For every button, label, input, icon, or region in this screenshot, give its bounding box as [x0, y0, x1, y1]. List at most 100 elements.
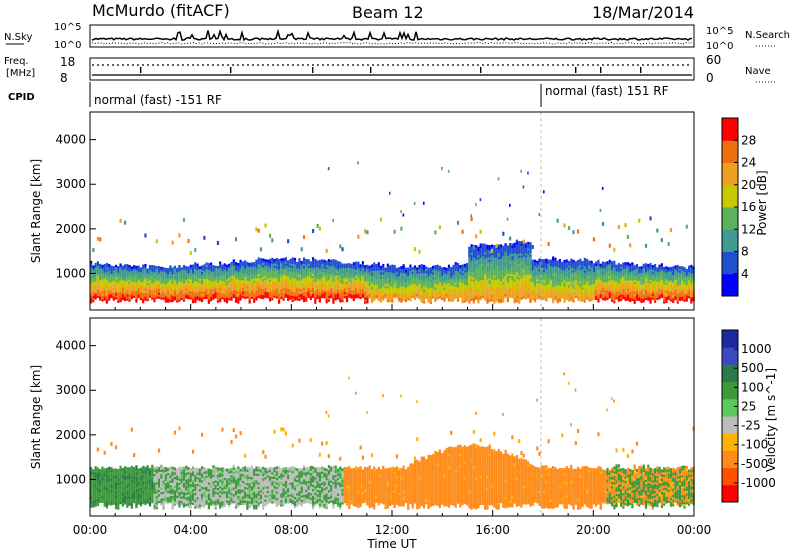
power-cell — [382, 271, 385, 275]
power-cell — [309, 277, 312, 280]
power-cell — [293, 273, 297, 277]
power-cell — [219, 267, 222, 271]
power-cell — [520, 251, 523, 254]
power-cell — [509, 277, 512, 280]
power-cell — [105, 268, 109, 272]
power-cell — [465, 287, 469, 290]
power-cell — [176, 275, 179, 279]
power-cell — [472, 266, 475, 270]
power-cell — [409, 266, 412, 270]
power-cell — [472, 299, 475, 302]
power-cell — [268, 282, 272, 286]
power-cell — [200, 287, 204, 291]
power-cell — [332, 219, 334, 223]
power-cell — [103, 267, 106, 271]
power-cell — [515, 289, 519, 293]
power-cell — [506, 249, 509, 253]
power-cell — [472, 264, 475, 268]
power-cell — [366, 294, 369, 298]
power-cell — [495, 293, 498, 296]
power-cell — [223, 283, 226, 286]
power-cell — [461, 284, 464, 288]
power-cell — [203, 286, 206, 290]
power-cell — [135, 271, 138, 275]
power-cell — [101, 298, 104, 302]
power-cell — [128, 287, 131, 290]
power-cell — [468, 280, 471, 284]
power-cell — [162, 297, 165, 300]
power-cell — [432, 291, 435, 295]
power-cell — [468, 288, 471, 292]
power-cell — [499, 262, 503, 265]
power-cell — [386, 267, 389, 271]
beam-title: Beam 12 — [352, 3, 424, 22]
power-cell — [495, 297, 498, 300]
power-cell — [481, 285, 485, 289]
power-cell — [332, 299, 335, 302]
power-cell — [427, 291, 430, 295]
power-cell — [126, 296, 129, 299]
power-cell — [234, 266, 238, 269]
power-cell — [210, 280, 213, 284]
power-cell — [477, 268, 480, 272]
power-cell — [162, 271, 165, 274]
power-cell — [157, 276, 161, 279]
power-cell — [182, 291, 186, 294]
power-cell — [133, 275, 136, 278]
power-cell — [377, 276, 380, 279]
power-cell — [191, 272, 195, 276]
power-cell — [436, 272, 439, 276]
power-cell — [547, 283, 550, 287]
power-cell — [479, 275, 482, 279]
power-cell — [180, 269, 183, 272]
power-cell — [273, 295, 276, 298]
power-cell — [540, 283, 543, 286]
power-cell — [382, 278, 385, 281]
power-cell — [545, 282, 548, 286]
power-cell — [264, 269, 267, 272]
power-cell — [126, 292, 129, 295]
power-cell — [549, 295, 552, 299]
power-cell — [148, 279, 152, 282]
power-cell — [316, 286, 319, 290]
power-cell — [135, 277, 138, 281]
power-cell — [207, 301, 210, 304]
power-cell — [531, 281, 534, 285]
power-cell — [105, 262, 109, 266]
power-cell — [432, 285, 435, 289]
power-cell — [94, 272, 97, 276]
power-cell — [198, 268, 201, 271]
power-cell — [373, 272, 376, 276]
power-cell — [176, 267, 179, 271]
power-cell — [178, 266, 181, 270]
power-cell — [230, 264, 233, 267]
power-cell — [210, 272, 213, 276]
power-cell — [239, 273, 242, 277]
power-cell — [133, 267, 136, 270]
power-cell — [484, 257, 487, 261]
power-cell — [182, 289, 186, 292]
power-cell — [157, 290, 161, 293]
power-cell — [135, 269, 138, 273]
power-cell — [225, 298, 229, 302]
power-cell — [522, 286, 525, 289]
nave-label: Nave — [745, 66, 771, 77]
power-cell — [169, 299, 172, 303]
power-cell — [484, 251, 487, 255]
power-cell — [255, 259, 258, 263]
power-cell — [221, 274, 224, 278]
power-cell — [167, 292, 170, 295]
power-cell — [497, 286, 500, 290]
power-cell — [511, 261, 514, 265]
power-cell — [499, 286, 503, 290]
power-cell — [452, 276, 455, 280]
power-cell — [114, 280, 118, 284]
power-cell — [330, 283, 333, 287]
power-cell — [221, 266, 224, 270]
power-cell — [481, 289, 485, 293]
power-cell — [332, 269, 335, 272]
power-cell — [241, 273, 244, 277]
power-cell — [255, 287, 258, 291]
power-cell — [518, 244, 521, 248]
power-cell — [515, 285, 519, 289]
